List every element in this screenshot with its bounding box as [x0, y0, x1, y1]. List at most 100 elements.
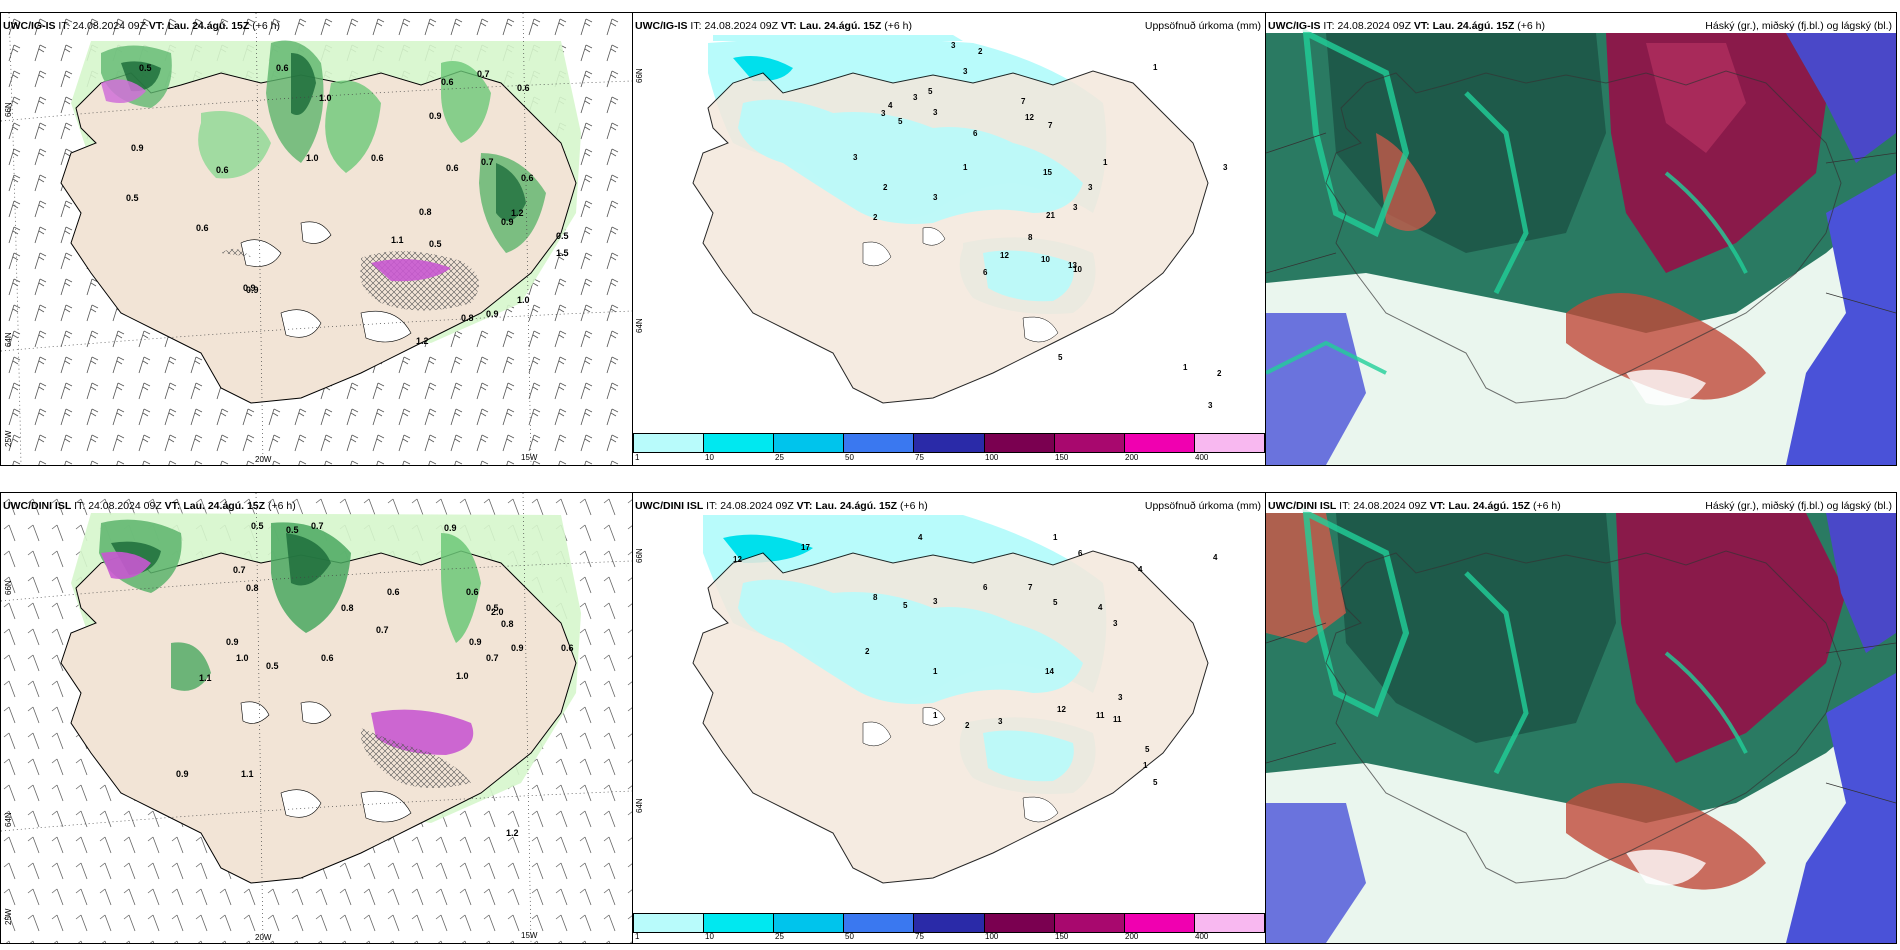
- value-label: 1: [1183, 363, 1188, 372]
- value-label: 12: [1000, 251, 1009, 260]
- colorbar-swatch: [1124, 914, 1195, 932]
- value-label: 3: [963, 67, 968, 76]
- value-label: 0.5: [126, 193, 139, 203]
- colorbar-tick: 50: [845, 932, 854, 941]
- value-label: 0.6: [441, 77, 454, 87]
- value-label: 3: [853, 153, 858, 162]
- value-label: 12: [1025, 113, 1034, 122]
- value-label: 1.5: [556, 248, 569, 258]
- value-label: 1.2: [506, 828, 519, 838]
- lat-label-64n: 64N: [635, 798, 644, 813]
- value-label: 3: [1223, 163, 1228, 172]
- colorbar-tick: 75: [915, 453, 924, 462]
- value-label: 7: [1021, 97, 1026, 106]
- value-label: 0.9: [469, 637, 482, 647]
- value-label: 6: [973, 129, 978, 138]
- colorbar-tick: 25: [775, 932, 784, 941]
- precip-colorbar: [633, 913, 1265, 933]
- value-label: 1: [1053, 533, 1058, 542]
- value-label: 13: [1068, 261, 1077, 270]
- panel-bottom-left: UWC/DINI ISL IT: 24.08.2024 09Z VT: Lau.…: [0, 492, 633, 944]
- value-label: 1.2: [511, 208, 524, 218]
- value-label: 0.9: [226, 637, 239, 647]
- colorbar-tick: 100: [985, 453, 999, 462]
- colorbar-tick: 1: [635, 932, 640, 941]
- value-label: 0.6: [216, 165, 229, 175]
- value-label: 8: [873, 593, 878, 602]
- lat-label-66n: 66N: [4, 102, 13, 117]
- colorbar-tick: 25: [775, 453, 784, 462]
- value-label: 4: [1138, 565, 1143, 574]
- colorbar-tick: 400: [1195, 932, 1209, 941]
- value-label: 0.9: [501, 217, 514, 227]
- panel-header: UWC/IG-IS IT: 24.08.2024 09Z VT: Lau. 24…: [1268, 20, 1545, 32]
- colorbar-tick: 75: [915, 932, 924, 941]
- value-labels: 0.5 0.5 0.7 0.9 0.6 0.7 0.8 1.0 0.5 0.6 …: [1, 493, 632, 943]
- value-label: 0.9: [486, 309, 499, 319]
- value-label: 0.5: [266, 661, 279, 671]
- value-label: 4: [918, 533, 923, 542]
- lon-label-20w: 20W: [255, 933, 272, 942]
- lat-label-64n: 64N: [4, 812, 13, 827]
- value-label: 0.6: [321, 653, 334, 663]
- value-label: 5: [928, 87, 933, 96]
- colorbar-tick: 1: [635, 453, 640, 462]
- value-label: 4: [1213, 553, 1218, 562]
- value-label: 1: [933, 667, 938, 676]
- colorbar-ticks: 1 10 25 50 75 100 150 200 400: [633, 453, 1263, 465]
- lon-label-25w: 25W: [4, 908, 13, 925]
- colorbar-swatch: [704, 914, 775, 932]
- panel-bottom-middle: UWC/DINI ISL IT: 24.08.2024 09Z VT: Lau.…: [632, 492, 1266, 944]
- value-label: 0.6: [521, 173, 534, 183]
- panel-header: UWC/IG-IS IT: 24.08.2024 09Z VT: Lau. 24…: [3, 20, 280, 32]
- panel-right-title: Háský (gr.), miðský (fj.bl.) og lágský (…: [1705, 20, 1892, 32]
- value-label: 0.8: [419, 207, 432, 217]
- value-label: 3: [1088, 183, 1093, 192]
- value-label: 3: [881, 109, 886, 118]
- value-label: 0.9: [176, 769, 189, 779]
- colorbar-swatch: [1194, 914, 1264, 932]
- lat-label-64n: 64N: [4, 332, 13, 347]
- value-label: 2: [865, 647, 870, 656]
- value-label: 11: [1113, 715, 1122, 724]
- value-label: 0.9: [429, 111, 442, 121]
- colorbar-tick: 150: [1055, 453, 1069, 462]
- value-label: 1: [963, 163, 968, 172]
- value-label: 1.0: [517, 295, 530, 305]
- value-label: 0.9: [444, 523, 457, 533]
- colorbar-swatch: [984, 914, 1055, 932]
- lon-label-20w: 20W: [255, 455, 272, 464]
- colorbar-tick: 10: [705, 932, 714, 941]
- value-label: 0.9: [246, 285, 259, 295]
- map-clouds-bottom: [1266, 507, 1896, 943]
- colorbar-swatch: [774, 914, 845, 932]
- value-label: 5: [903, 601, 908, 610]
- map-clouds-top: [1266, 27, 1896, 465]
- lat-label-64n: 64N: [635, 318, 644, 333]
- value-label: 4: [888, 101, 893, 110]
- value-label: 0.6: [446, 163, 459, 173]
- lat-label-66n: 66N: [4, 580, 13, 595]
- value-label: 10: [1073, 265, 1082, 274]
- colorbar-ticks: 1 10 25 50 75 100 150 200 400: [633, 932, 1263, 943]
- panel-right-title: Uppsöfnuð úrkoma (mm): [1144, 500, 1261, 512]
- value-label: 0.8: [461, 313, 474, 323]
- lat-label-66n: 66N: [635, 68, 644, 83]
- colorbar-swatch: [1124, 434, 1195, 452]
- value-label: 1.0: [306, 153, 319, 163]
- colorbar-swatch: [634, 914, 705, 932]
- value-label: 7: [1028, 583, 1033, 592]
- value-label: 1: [933, 711, 938, 720]
- value-labels: 4 1 6 17 12 4 8 5 3 6 7 5 4 3 2 1 14 12 …: [633, 493, 1265, 943]
- panel-right-title: Uppsöfnuð úrkoma (mm): [1144, 20, 1261, 32]
- value-label: 0.6: [466, 587, 479, 597]
- value-label: 3: [1073, 203, 1078, 212]
- value-label: 3: [933, 193, 938, 202]
- value-label: 7: [1048, 121, 1053, 130]
- value-label: 0.5: [286, 525, 299, 535]
- panel-bottom-right: UWC/DINI ISL IT: 24.08.2024 09Z VT: Lau.…: [1265, 492, 1897, 944]
- value-label: 6: [1078, 549, 1083, 558]
- value-label: 2: [1217, 369, 1222, 378]
- colorbar-swatch: [1054, 914, 1125, 932]
- value-label: 1: [1103, 158, 1108, 167]
